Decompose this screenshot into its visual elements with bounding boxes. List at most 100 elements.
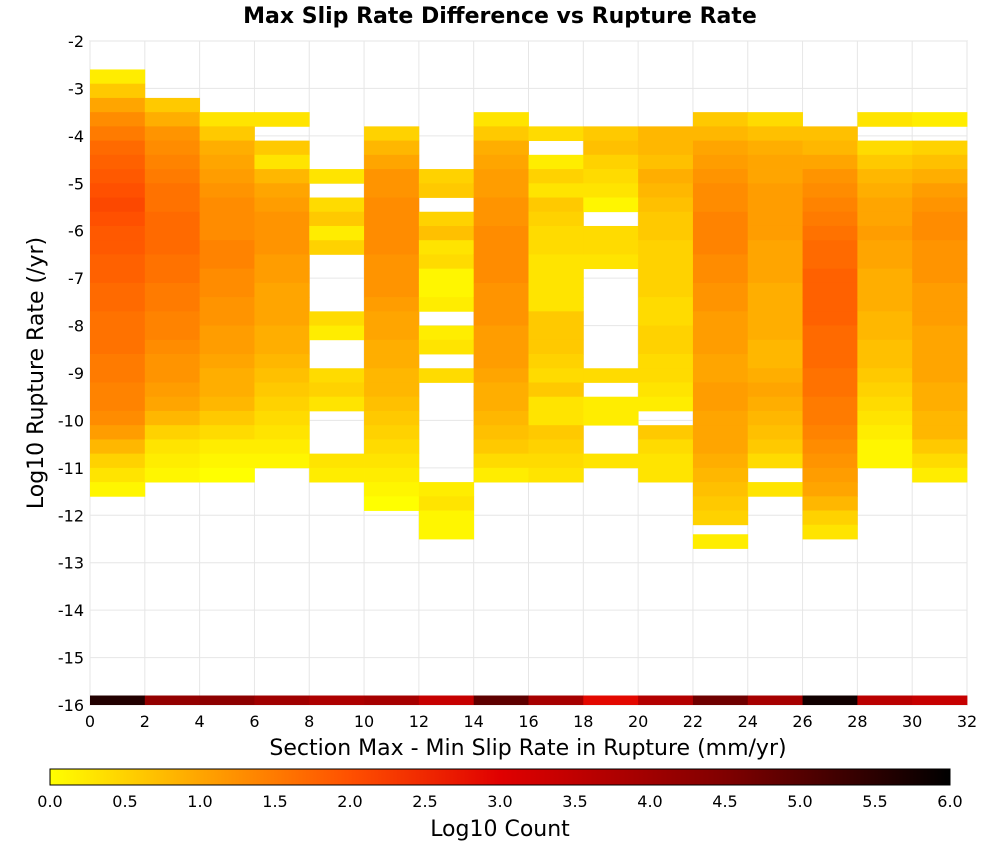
colorbar-tick-label: 0.0 (37, 792, 62, 811)
heatmap-bottom-cell (90, 695, 146, 705)
heatmap-cell (418, 282, 475, 298)
heatmap-cell (857, 282, 913, 298)
heatmap-cell (90, 282, 146, 298)
heatmap-cell (199, 240, 255, 255)
heatmap-cell (802, 453, 858, 469)
heatmap-cell (254, 297, 310, 312)
heatmap-cell (638, 183, 694, 198)
heatmap-cell (199, 297, 255, 312)
heatmap-cell (747, 254, 803, 270)
heatmap-cell (583, 410, 639, 426)
heatmap-cell (144, 268, 201, 284)
heatmap-cell (90, 439, 146, 455)
heatmap-cell (802, 154, 858, 170)
heatmap-cell (912, 197, 968, 213)
heatmap-cell (638, 453, 694, 469)
heatmap-cell (90, 339, 146, 355)
heatmap-cell (144, 126, 201, 141)
heatmap-cell (638, 354, 694, 369)
y-tick-label: -9 (68, 364, 84, 383)
heatmap-cell (528, 425, 584, 440)
heatmap-cell (802, 297, 858, 312)
heatmap-cell (473, 268, 529, 284)
heatmap-cell (144, 140, 201, 156)
heatmap-cell (802, 396, 858, 412)
heatmap-cell (309, 467, 365, 483)
heatmap-cell (90, 97, 146, 113)
heatmap-cell (912, 396, 968, 412)
heatmap-cell (747, 183, 803, 198)
heatmap-cell (747, 425, 803, 440)
heatmap-cell (912, 439, 968, 455)
heatmap-cell (638, 368, 694, 383)
heatmap-cell (199, 268, 255, 284)
heatmap-cell (364, 439, 420, 455)
heatmap-cell (747, 240, 803, 255)
heatmap-bottom-cell (692, 695, 749, 705)
heatmap-cell (473, 339, 529, 355)
x-tick-label: 10 (354, 712, 374, 731)
heatmap-cell (309, 325, 365, 341)
heatmap-cell (364, 382, 420, 398)
heatmap-cell (692, 467, 749, 483)
heatmap-cell (692, 183, 749, 198)
heatmap-cell (528, 183, 584, 198)
heatmap-cell (473, 325, 529, 341)
heatmap-cell (912, 297, 968, 312)
heatmap-cell (692, 325, 749, 341)
heatmap-cell (692, 534, 749, 549)
heatmap-cell (638, 225, 694, 241)
heatmap-cell (912, 453, 968, 469)
heatmap-cell (144, 240, 201, 255)
heatmap-cell (857, 410, 913, 426)
heatmap-cell (692, 396, 749, 412)
heatmap-cell (802, 425, 858, 440)
heatmap-cell (144, 211, 201, 227)
heatmap-cell (912, 339, 968, 355)
heatmap-cell (254, 169, 310, 184)
heatmap-cell (638, 311, 694, 326)
heatmap-cell (254, 339, 310, 355)
heatmap-cell (802, 282, 858, 298)
heatmap-cell (364, 482, 420, 497)
heatmap-cell (747, 126, 803, 141)
heatmap-cell (802, 410, 858, 426)
heatmap-cell (747, 368, 803, 383)
heatmap-cell (90, 211, 146, 227)
heatmap-cell (473, 311, 529, 326)
heatmap-cell (802, 439, 858, 455)
heatmap-cell (90, 382, 146, 398)
heatmap-cell (692, 268, 749, 284)
y-tick-label: -16 (58, 696, 84, 715)
heatmap-cell (144, 297, 201, 312)
heatmap-cell (857, 268, 913, 284)
heatmap-cell (857, 297, 913, 312)
y-tick-label: -7 (68, 269, 84, 288)
heatmap-cell (254, 410, 310, 426)
heatmap-cell (418, 183, 475, 198)
heatmap-cell (747, 325, 803, 341)
heatmap-cell (364, 467, 420, 483)
x-tick-label: 24 (738, 712, 758, 731)
heatmap-cell (583, 169, 639, 184)
heatmap-cell (364, 368, 420, 383)
heatmap-cell (309, 453, 365, 469)
heatmap-cell (364, 311, 420, 326)
heatmap-cell (473, 282, 529, 298)
heatmap-bottom-cell (802, 695, 858, 705)
heatmap-cell (802, 254, 858, 270)
heatmap-cell (144, 112, 201, 127)
heatmap-cell (747, 169, 803, 184)
heatmap-cell (912, 311, 968, 326)
heatmap-cell (144, 354, 201, 369)
colorbar-ticks: 0.0 0.5 1.0 1.5 2.0 2.5 3.0 3.5 4.0 4.5 5.0 5.5 6.0 (37, 792, 962, 811)
heatmap-cell (857, 183, 913, 198)
colorbar-tick-label: 3.5 (562, 792, 587, 811)
heatmap-cell (199, 339, 255, 355)
y-tick-label: -4 (68, 127, 84, 146)
heatmap-cell (254, 240, 310, 255)
heatmap-cell (364, 254, 420, 270)
heatmap-cell (692, 339, 749, 355)
heatmap-cell (802, 467, 858, 483)
